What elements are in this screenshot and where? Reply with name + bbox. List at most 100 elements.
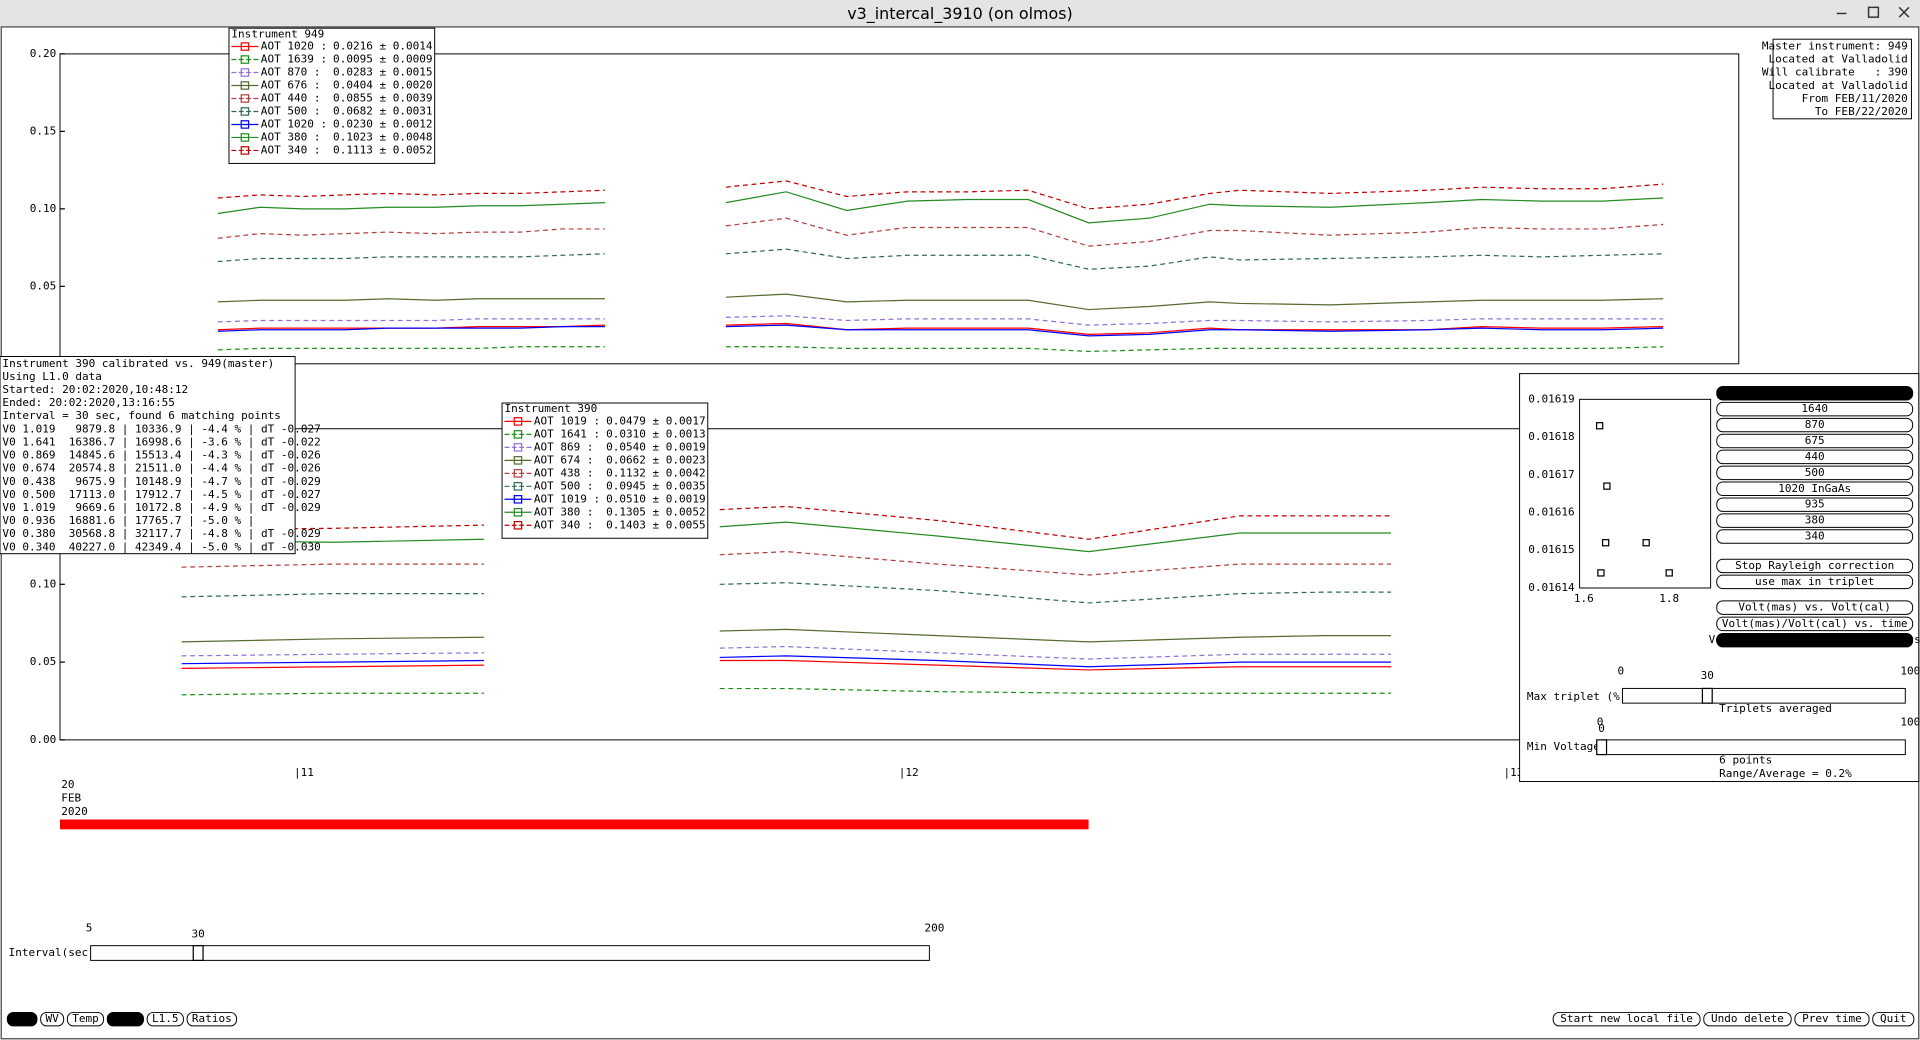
channel-button[interactable] xyxy=(1716,449,1914,465)
scatter-point[interactable] xyxy=(1642,539,1650,547)
channel-button[interactable] xyxy=(1716,497,1914,512)
info-line: V0 0.340 40227.0 | 42349.4 | -5.0 % | dT… xyxy=(2,540,320,553)
slider-thumb[interactable] xyxy=(1701,687,1713,704)
legend-stat: 0.0310 ± 0.0013 xyxy=(606,427,705,440)
mode-button-label[interactable]: L1.5 xyxy=(152,1012,179,1025)
legend-title: Instrument 390 xyxy=(504,402,597,415)
channel-button-label[interactable]: 340 xyxy=(1805,530,1825,543)
scatter-point[interactable] xyxy=(1601,539,1610,547)
plot-button-label[interactable]: Volt(mas) vs. Volt(cal) xyxy=(1738,601,1891,614)
plot-button[interactable] xyxy=(1716,600,1914,615)
plot-button-label[interactable]: Volt(mas)/Volt(cal) vs. time xyxy=(1722,617,1908,630)
series-line xyxy=(181,687,1392,696)
y-tick-label: 0.10 xyxy=(30,202,57,215)
legend-label: AOT 1641 : xyxy=(534,427,600,440)
mode-button[interactable] xyxy=(66,1011,105,1027)
plot-button[interactable] xyxy=(1716,616,1914,632)
action-button[interactable] xyxy=(1552,1011,1701,1027)
x-tick-label: |11 xyxy=(294,766,314,779)
slider-note: Range/Average = 0.2% xyxy=(1719,767,1852,780)
mode-button[interactable] xyxy=(186,1011,238,1027)
slider-label: Min Voltage xyxy=(1527,740,1600,753)
option-button[interactable] xyxy=(1716,574,1914,590)
plot-button[interactable] xyxy=(1716,632,1914,648)
channel-button[interactable] xyxy=(1716,513,1914,528)
scatter-point[interactable] xyxy=(1597,569,1605,577)
option-button-label[interactable]: Stop Rayleigh correction xyxy=(1735,559,1894,572)
legend-stat: 0.1023 ± 0.0048 xyxy=(333,130,432,143)
action-button[interactable] xyxy=(1703,1011,1792,1027)
action-button-label[interactable]: Undo delete xyxy=(1711,1012,1784,1025)
channel-button[interactable] xyxy=(1716,417,1914,433)
slider-track[interactable] xyxy=(1621,687,1906,704)
legend-stat: 0.0682 ± 0.0031 xyxy=(333,104,432,117)
mode-button-label[interactable]: L1.0 xyxy=(112,1012,139,1025)
legend-stat: 0.0540 ± 0.0019 xyxy=(606,440,705,453)
series-line xyxy=(217,315,1664,326)
mode-button[interactable] xyxy=(106,1011,144,1027)
legend-label: AOT 676 : xyxy=(261,79,321,92)
mode-button-label[interactable]: Temp xyxy=(72,1012,99,1025)
mode-button-label[interactable]: AOT xyxy=(12,1012,32,1025)
channel-button-label[interactable]: 500 xyxy=(1805,466,1825,479)
plot-button-label[interactable]: Volt(mas)/Volt(cal) vs. Air Mass xyxy=(1709,633,1920,646)
option-button[interactable] xyxy=(1716,558,1914,574)
mode-button[interactable] xyxy=(146,1011,184,1027)
channel-button[interactable] xyxy=(1716,481,1914,496)
scatter-point[interactable] xyxy=(1595,422,1604,430)
legend-label: AOT 1019 : xyxy=(534,414,600,427)
x-tick-label: |12 xyxy=(899,766,919,779)
slider-thumb[interactable] xyxy=(192,945,204,961)
slider-track[interactable] xyxy=(90,945,930,961)
channel-button-label[interactable]: 1020 InGaAs xyxy=(1778,482,1851,495)
mode-button[interactable] xyxy=(6,1011,38,1027)
slider-note: Triplets averaged xyxy=(1719,702,1832,715)
channel-button[interactable] xyxy=(1716,385,1914,401)
y-tick-label: 0.10 xyxy=(30,577,57,590)
legend-stat: 0.0095 ± 0.0009 xyxy=(333,53,432,66)
progress-bar xyxy=(60,819,1089,830)
mode-button-label[interactable]: Ratios xyxy=(192,1012,232,1025)
channel-button-label[interactable]: 935 xyxy=(1805,498,1825,511)
scatter-point[interactable] xyxy=(1603,482,1611,490)
channel-button[interactable] xyxy=(1716,433,1914,449)
channel-button-label[interactable]: 870 xyxy=(1805,418,1825,431)
master-box xyxy=(1772,38,1912,120)
master-line: From FEB/11/2020 xyxy=(1802,92,1908,105)
channel-button-label[interactable]: 1640 xyxy=(1801,402,1828,415)
date-label: 20 xyxy=(61,778,74,791)
channel-button-label[interactable]: 675 xyxy=(1805,434,1825,447)
legend-label: AOT 340 : xyxy=(534,518,594,531)
x-tick-label: |13 xyxy=(1503,766,1523,779)
legend-label: AOT 500 : xyxy=(261,104,321,117)
mode-button-label[interactable]: WV xyxy=(46,1012,60,1025)
legend-marker xyxy=(240,133,250,142)
legend-marker xyxy=(240,120,250,129)
option-button-label[interactable]: use max in triplet xyxy=(1755,575,1874,588)
channel-button[interactable] xyxy=(1716,401,1914,417)
action-button-label[interactable]: Prev time xyxy=(1802,1012,1862,1025)
mode-button[interactable] xyxy=(40,1011,65,1027)
y-tick-label: 0.00 xyxy=(30,733,57,746)
info-line: V0 0.869 14845.6 | 15513.4 | -4.3 % | dT… xyxy=(2,449,320,462)
channel-button[interactable] xyxy=(1716,529,1914,544)
channel-button-label[interactable]: 440 xyxy=(1805,450,1825,463)
legend-label: AOT 1639 : xyxy=(261,53,327,66)
slider-thumb[interactable] xyxy=(1596,739,1608,756)
scatter-point[interactable] xyxy=(1665,569,1673,577)
slider-track[interactable] xyxy=(1601,739,1906,756)
legend-marker xyxy=(513,495,523,504)
series-line xyxy=(217,191,1664,224)
master-line: Master instrument: 949 xyxy=(1762,40,1908,53)
action-button[interactable] xyxy=(1872,1011,1915,1027)
channel-button-label[interactable]: 380 xyxy=(1805,514,1825,527)
window-controls[interactable] xyxy=(1836,6,1910,18)
channel-button-label[interactable]: 1020 xyxy=(1801,386,1828,399)
scatter-frame xyxy=(1579,398,1712,589)
action-button-label[interactable]: Quit xyxy=(1880,1012,1907,1025)
action-button[interactable] xyxy=(1794,1011,1870,1027)
channel-button[interactable] xyxy=(1716,465,1914,481)
action-button-label[interactable]: Start new local file xyxy=(1560,1012,1693,1025)
slider-min: 5 xyxy=(86,922,93,935)
